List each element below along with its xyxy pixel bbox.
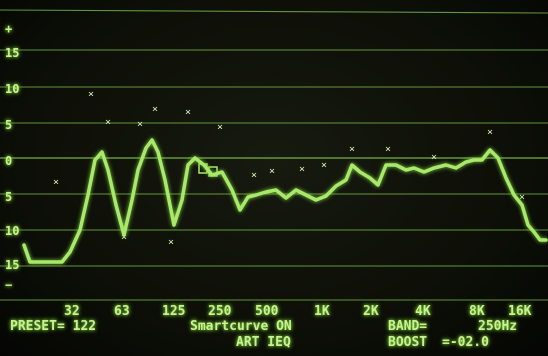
- y-label-plus: +: [5, 22, 13, 36]
- x-label-4k: 4K: [415, 304, 431, 319]
- y-label-15-bot: 15: [5, 258, 20, 272]
- eq-gridlines: [0, 9, 548, 301]
- x-label-2k: 2K: [363, 304, 379, 319]
- band-marker-icon: ×: [299, 164, 305, 175]
- x-label-63: 63: [114, 304, 130, 319]
- boost-label: BOOST: [388, 335, 428, 350]
- band-marker-icon: ×: [105, 117, 111, 128]
- band-marker-icon: ×: [431, 152, 437, 163]
- band-marker-icon: ×: [251, 170, 257, 181]
- band-marker-icon: ×: [321, 160, 327, 171]
- y-label-10-bot: 10: [5, 224, 20, 238]
- band-marker-icon: ×: [121, 232, 127, 243]
- band-marker-icon: ×: [185, 107, 191, 118]
- x-label-125: 125: [162, 304, 186, 319]
- x-label-500: 500: [255, 304, 279, 319]
- x-label-8k: 8K: [469, 304, 485, 319]
- smartcurve-status: Smartcurve ON: [190, 319, 292, 334]
- band-marker-icon: ×: [168, 237, 174, 248]
- band-value: 250Hz: [478, 319, 518, 334]
- y-label-15-top: 15: [5, 46, 20, 60]
- band-marker-icon: ×: [349, 144, 355, 155]
- preset-readout: PRESET= 122: [10, 319, 97, 334]
- band-marker-icon: ×: [137, 119, 143, 130]
- band-label: BAND=: [388, 319, 428, 334]
- band-marker-icon: ×: [269, 166, 275, 177]
- x-label-1k: 1K: [314, 304, 330, 319]
- band-marker-icon: ×: [152, 104, 158, 115]
- y-label-10-top: 10: [5, 82, 20, 96]
- eq-mode-label: ART IEQ: [236, 335, 291, 350]
- band-marker-icon: ×: [519, 192, 525, 203]
- eq-response-curve: [22, 138, 548, 264]
- band-marker-icon: ×: [385, 144, 391, 155]
- band-marker-icon: ×: [487, 127, 493, 138]
- y-label-5-top: 5: [5, 118, 13, 132]
- band-marker-icon: ×: [88, 89, 94, 100]
- boost-value: =-02.0: [442, 335, 489, 350]
- x-label-250: 250: [208, 304, 232, 319]
- band-marker-icon: ×: [217, 122, 223, 133]
- gridline: [0, 9, 548, 14]
- y-label-0: 0: [5, 154, 13, 168]
- x-label-32: 32: [64, 304, 80, 319]
- y-label-5-bot: 5: [5, 190, 13, 204]
- band-marker-icon: ×: [53, 177, 59, 188]
- y-label-minus: −: [5, 278, 13, 292]
- band-markers: × × × × × × × × × × × × × × × × × ×: [53, 89, 525, 248]
- x-label-16k: 16K: [508, 304, 532, 319]
